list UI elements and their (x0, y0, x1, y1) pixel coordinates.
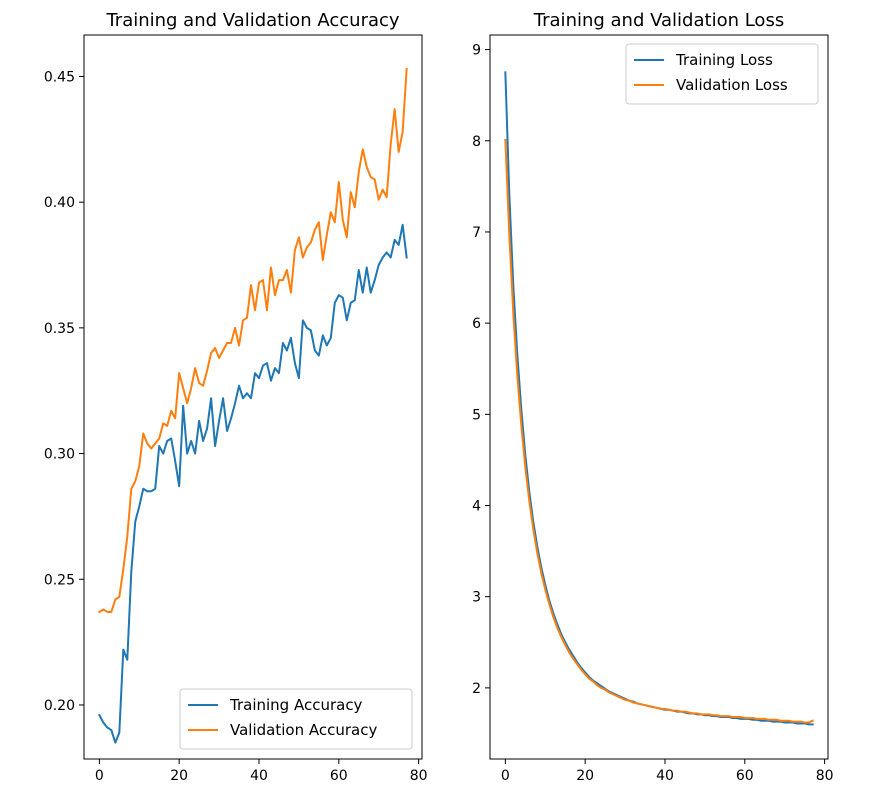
series-line-training-accuracy (98, 223, 408, 744)
y-tick-label: 9 (472, 43, 481, 59)
series-line-validation-loss (504, 138, 814, 724)
y-tick-label: 2 (472, 681, 481, 697)
series-group (97, 67, 408, 744)
x-tick-label: 40 (656, 768, 674, 784)
x-tick-label: 0 (95, 768, 104, 784)
y-tick-label: 3 (472, 590, 481, 606)
y-tick-label: 0.35 (44, 321, 75, 337)
y-tick-label: 0.20 (44, 698, 75, 714)
x-tick-label: 60 (330, 768, 348, 784)
y-tick-label: 8 (472, 134, 481, 150)
axes-frame (83, 34, 423, 760)
y-tick-label: 0.25 (44, 572, 75, 588)
series-line-training-loss (504, 71, 814, 726)
x-tick-label: 80 (816, 768, 834, 784)
y-tick-label: 5 (472, 407, 481, 423)
axes-frame (489, 34, 829, 760)
y-tick-label: 0.45 (44, 69, 75, 85)
x-tick-label: 20 (170, 768, 188, 784)
y-tick-label: 0.40 (44, 195, 75, 211)
legend-box (625, 43, 819, 105)
legend: Training Loss Validation Loss (625, 43, 819, 105)
y-tick-label: 4 (472, 499, 481, 515)
chart-title: Training and Validation Accuracy (105, 10, 399, 31)
legend-label: Training Loss (675, 51, 773, 69)
chart-1: Training and Validation Accuracy 0 20 40 60 8… (44, 10, 428, 784)
x-tick-label: 20 (576, 768, 594, 784)
chart-title: Training and Validation Loss (533, 10, 784, 31)
x-tick-label: 0 (501, 768, 510, 784)
y-tick-label: 0.30 (44, 447, 75, 463)
series-line-validation-accuracy (97, 67, 408, 614)
y-tick-label: 6 (472, 316, 481, 332)
chart-2: Training and Validation Loss 0 20 40 60 80 2 3 4… (472, 10, 833, 784)
x-tick-label: 80 (410, 768, 428, 784)
y-tick-label: 7 (472, 225, 481, 241)
x-tick-label: 40 (250, 768, 268, 784)
legend-label: Validation Loss (676, 76, 788, 94)
legend-box (179, 688, 413, 750)
x-tick-label: 60 (736, 768, 754, 784)
legend-label: Validation Accuracy (230, 721, 377, 739)
legend-label: Training Accuracy (229, 696, 363, 714)
series-group (504, 71, 814, 726)
legend: Training Accuracy Validation Accuracy (179, 688, 413, 750)
